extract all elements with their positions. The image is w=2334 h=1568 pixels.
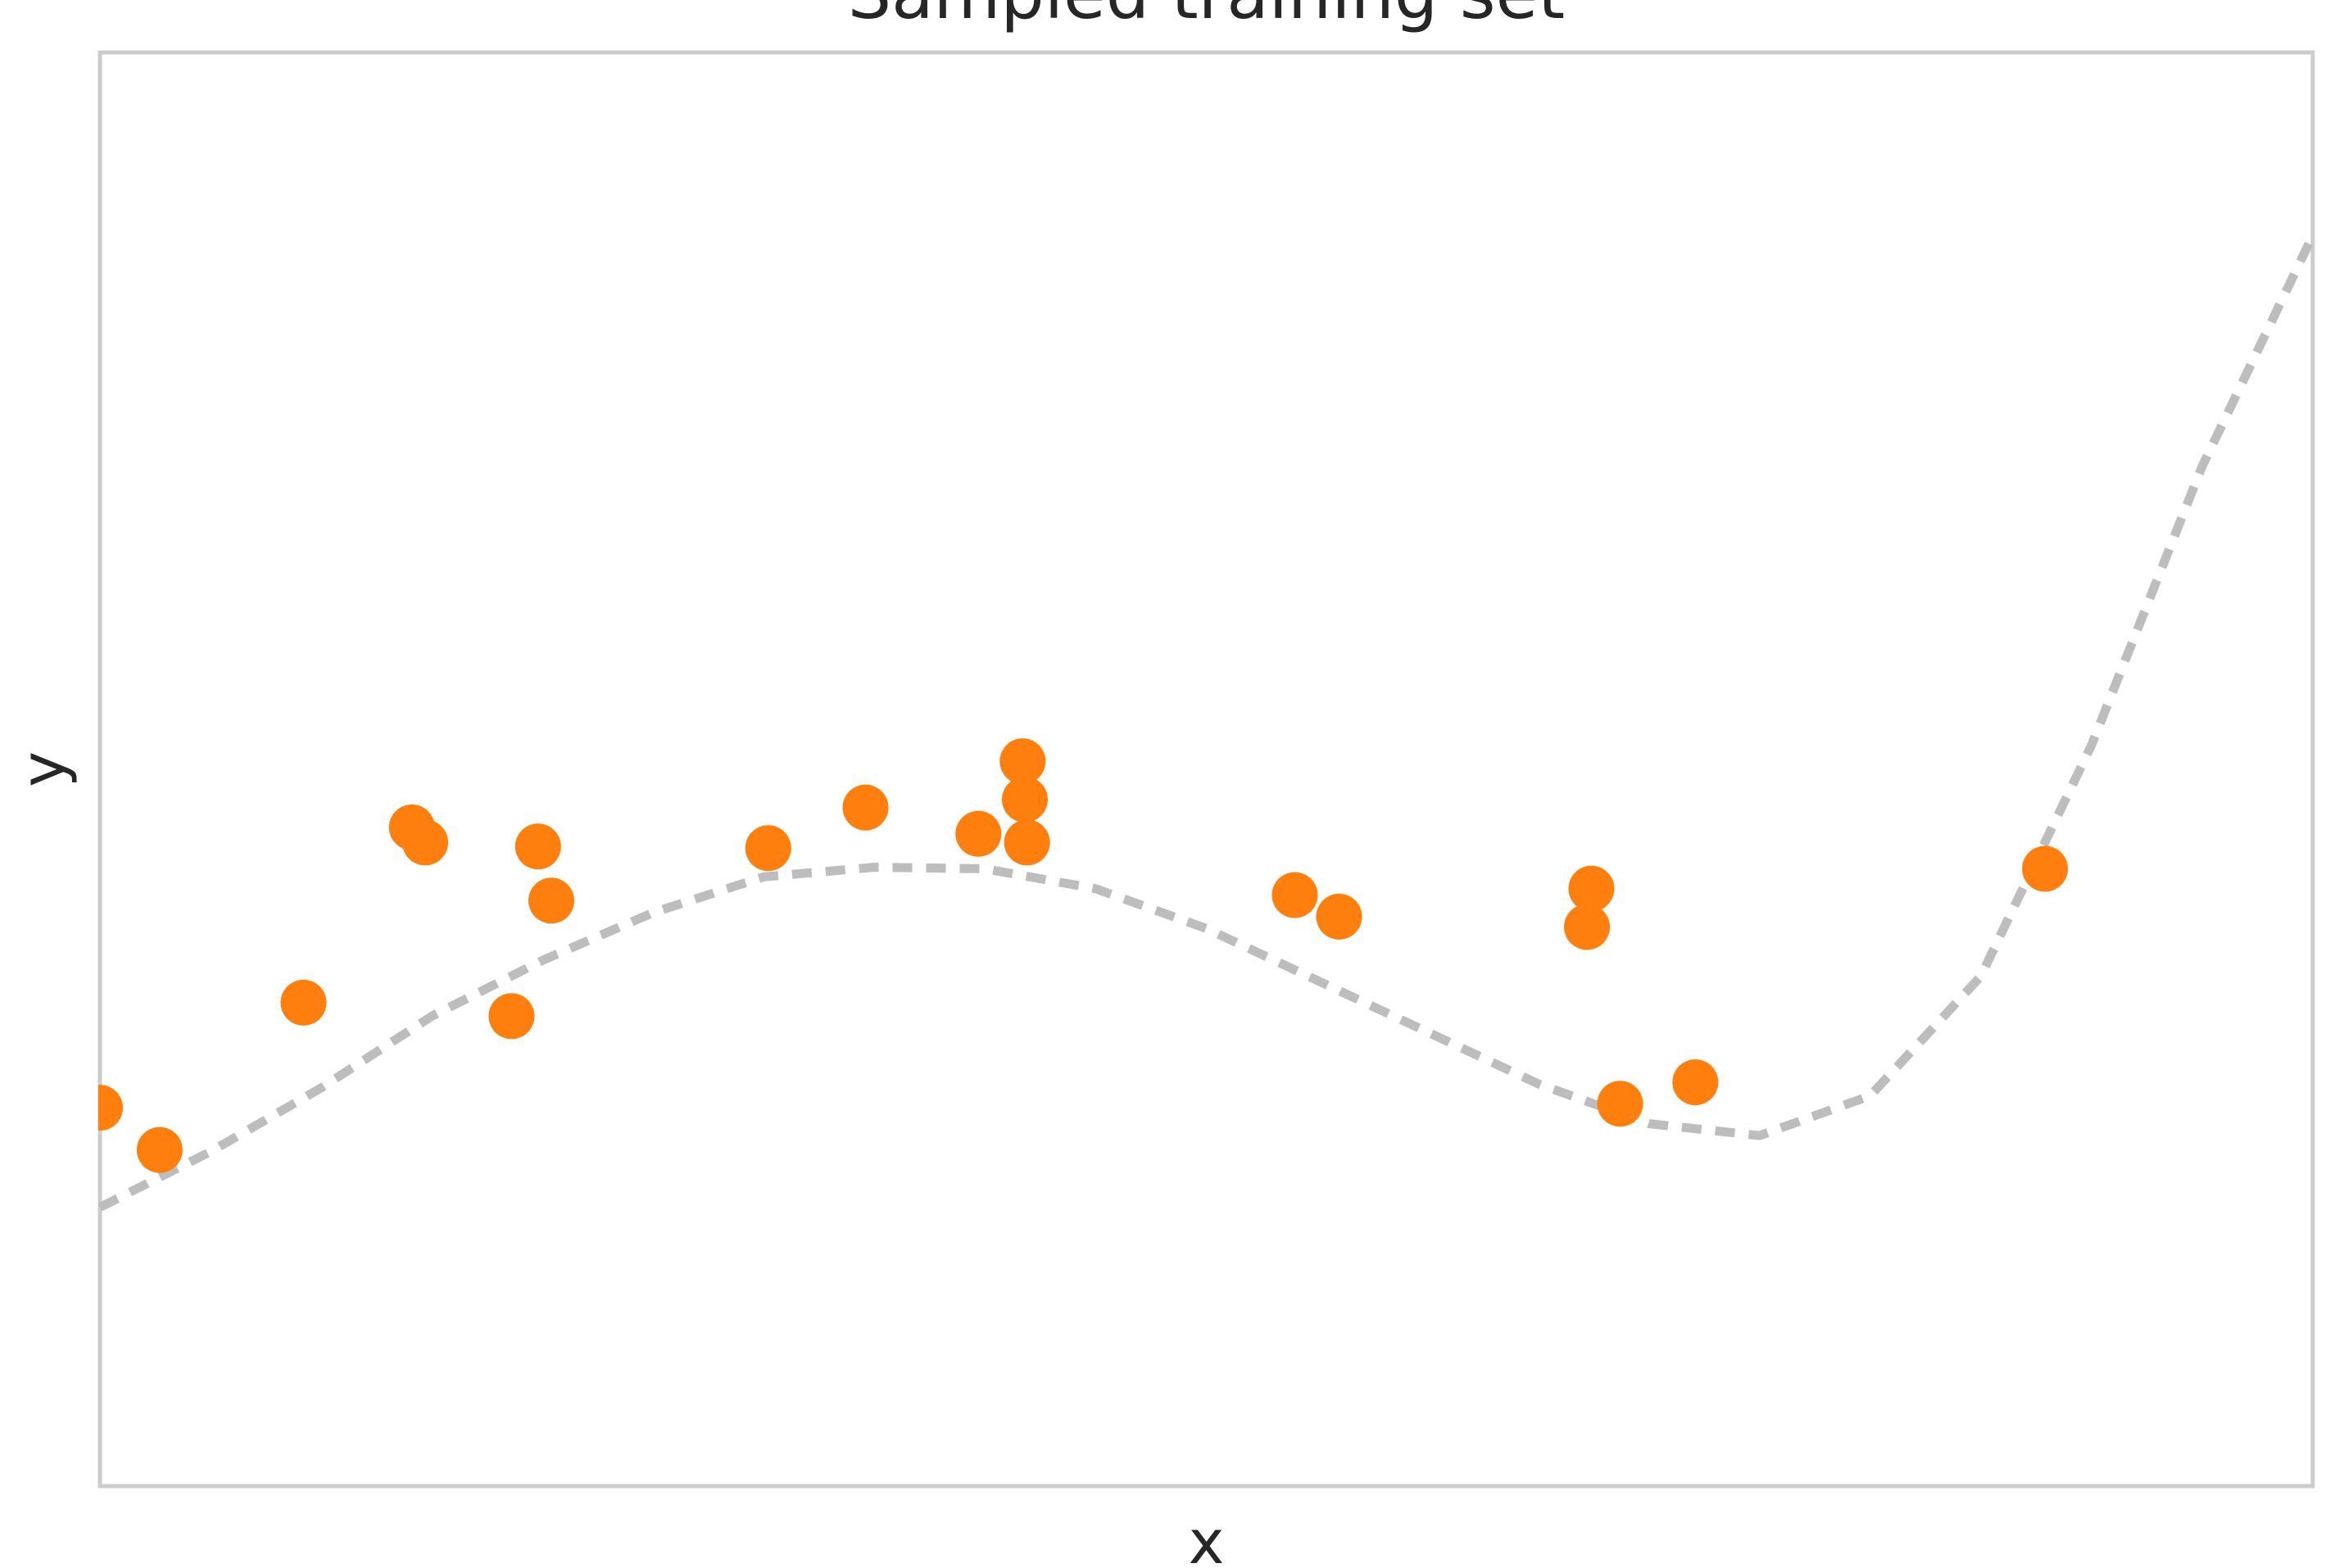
scatter-point <box>1004 819 1050 866</box>
plot-frame <box>97 50 2315 1489</box>
scatter-point <box>1002 776 1048 823</box>
scatter-point <box>745 825 791 872</box>
text-layer: Sampled training set x y <box>8 0 1565 1568</box>
true-function-curve <box>98 233 2314 1212</box>
curve-group <box>98 233 2314 1212</box>
chart-title: Sampled training set <box>848 0 1565 34</box>
points-group <box>98 738 2069 1173</box>
y-axis-label: y <box>8 751 79 787</box>
scatter-point <box>280 979 327 1026</box>
scatter-point <box>1597 1081 1643 1127</box>
plot-layer <box>97 50 2315 1489</box>
scatter-point <box>1568 865 1615 912</box>
scatter-point <box>402 819 448 866</box>
x-axis-label: x <box>1189 1507 1225 1568</box>
scatter-point <box>136 1126 183 1173</box>
scatter-point <box>1564 904 1611 950</box>
scatter-point <box>842 784 889 831</box>
scatter-point <box>1271 872 1318 918</box>
scatter-point <box>514 823 561 870</box>
scatter-point <box>488 993 535 1040</box>
scatter-point <box>528 877 574 924</box>
scatter-point <box>1672 1059 1719 1106</box>
scatter-point <box>2022 845 2069 892</box>
scatter-point <box>955 810 1002 857</box>
scatter-point <box>1316 893 1362 940</box>
scatter-point <box>98 1085 123 1131</box>
scatter-point <box>999 738 1046 785</box>
